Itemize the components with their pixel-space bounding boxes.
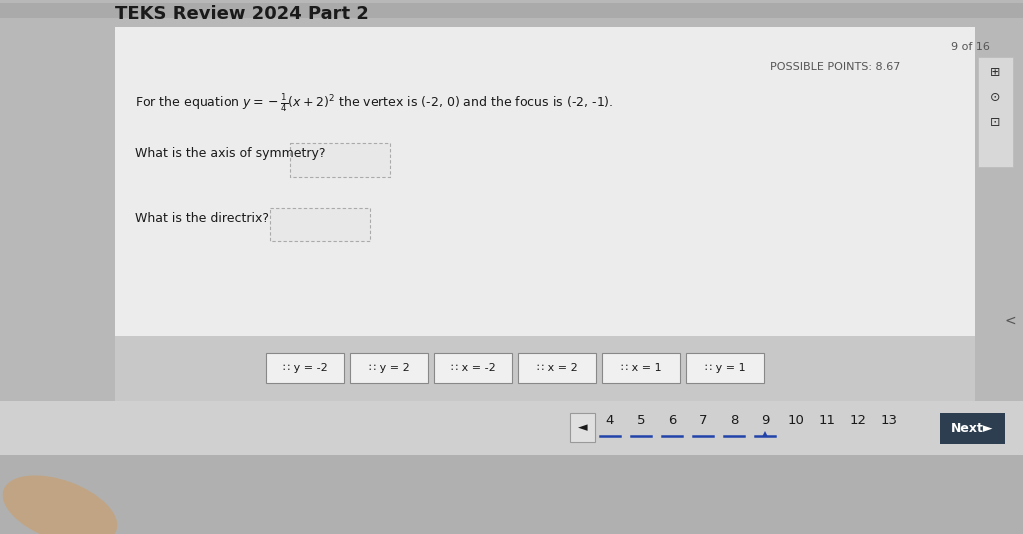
Text: Next►: Next►	[951, 422, 993, 435]
Text: ⊞: ⊞	[989, 66, 1000, 78]
Text: ∷ x = 1: ∷ x = 1	[621, 363, 661, 373]
FancyBboxPatch shape	[434, 354, 512, 383]
FancyBboxPatch shape	[570, 413, 595, 443]
Text: ∷ y = 2: ∷ y = 2	[368, 363, 409, 373]
Text: 10: 10	[788, 414, 804, 427]
FancyBboxPatch shape	[940, 413, 1005, 444]
Text: ∷ x = -2: ∷ x = -2	[450, 363, 495, 373]
FancyBboxPatch shape	[0, 3, 1023, 18]
Text: 4: 4	[606, 414, 614, 427]
FancyBboxPatch shape	[686, 354, 764, 383]
FancyBboxPatch shape	[978, 57, 1013, 167]
FancyBboxPatch shape	[518, 354, 596, 383]
Text: <: <	[1005, 314, 1016, 328]
Text: 6: 6	[668, 414, 676, 427]
FancyBboxPatch shape	[350, 354, 428, 383]
Text: 7: 7	[699, 414, 707, 427]
Text: For the equation $y = -\frac{1}{4}(x + 2)^2$ the vertex is (-2, 0) and the focus: For the equation $y = -\frac{1}{4}(x + 2…	[135, 92, 614, 114]
FancyBboxPatch shape	[115, 336, 975, 400]
Text: 9 of 16: 9 of 16	[951, 42, 990, 52]
Text: 9: 9	[761, 414, 769, 427]
Text: 11: 11	[818, 414, 836, 427]
Text: ∷ y = -2: ∷ y = -2	[282, 363, 327, 373]
FancyBboxPatch shape	[602, 354, 680, 383]
Text: 12: 12	[849, 414, 866, 427]
Text: TEKS Review 2024 Part 2: TEKS Review 2024 Part 2	[115, 4, 369, 22]
FancyBboxPatch shape	[0, 18, 1023, 534]
Text: ∷ y = 1: ∷ y = 1	[705, 363, 746, 373]
Text: ∷ x = 2: ∷ x = 2	[537, 363, 577, 373]
Text: ◄: ◄	[578, 421, 587, 434]
Ellipse shape	[3, 475, 118, 534]
FancyBboxPatch shape	[0, 456, 1023, 534]
FancyBboxPatch shape	[0, 400, 1023, 456]
Text: What is the directrix?: What is the directrix?	[135, 211, 269, 225]
Text: 13: 13	[881, 414, 897, 427]
Text: POSSIBLE POINTS: 8.67: POSSIBLE POINTS: 8.67	[770, 62, 900, 72]
FancyBboxPatch shape	[290, 143, 390, 177]
Text: 8: 8	[729, 414, 739, 427]
Text: ⊙: ⊙	[989, 91, 1000, 104]
FancyBboxPatch shape	[266, 354, 344, 383]
FancyBboxPatch shape	[270, 208, 370, 241]
Text: ⊡: ⊡	[989, 115, 1000, 129]
FancyBboxPatch shape	[115, 27, 975, 336]
Text: What is the axis of symmetry?: What is the axis of symmetry?	[135, 147, 325, 160]
Text: 5: 5	[636, 414, 646, 427]
